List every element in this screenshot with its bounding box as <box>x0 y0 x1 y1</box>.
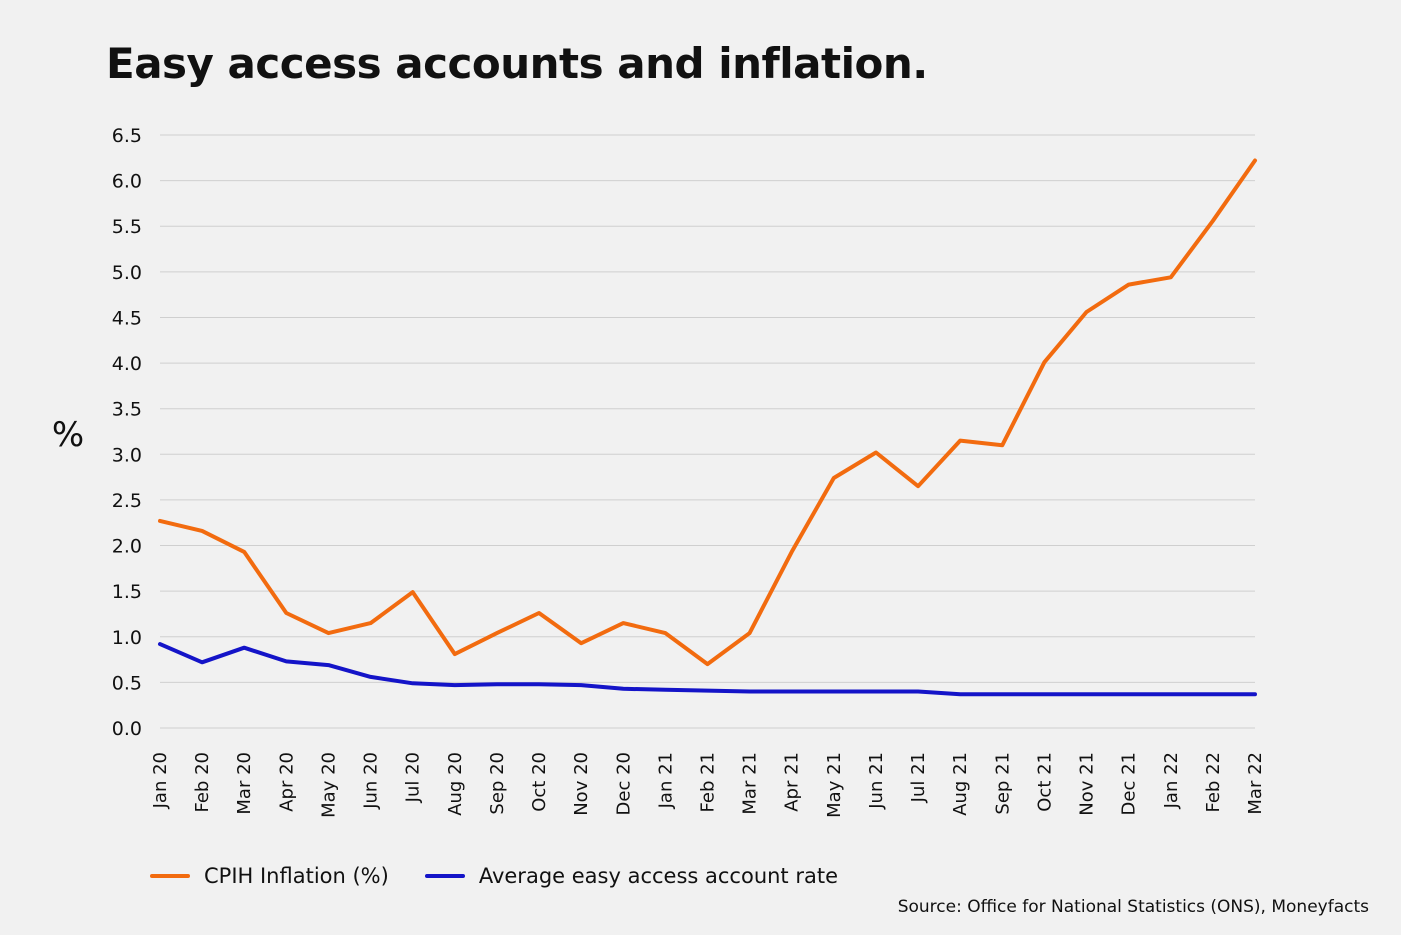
x-tick-label: Jan 21 <box>655 752 676 809</box>
series-line-cpih <box>158 158 1257 667</box>
series-lines <box>158 158 1257 697</box>
y-tick-label: 5.0 <box>112 262 142 284</box>
x-tick-label: Oct 21 <box>1034 752 1055 812</box>
legend-swatch-easy-access-rate <box>424 874 465 878</box>
y-tick-label: 4.0 <box>112 353 142 375</box>
x-tick-label: Sep 20 <box>487 752 508 815</box>
x-tick-label: Apr 20 <box>276 752 297 812</box>
y-tick-label: 0.0 <box>112 718 142 740</box>
legend-item-cpih: CPIH Inflation (%) <box>150 864 389 888</box>
x-tick-label: Dec 21 <box>1119 752 1140 815</box>
source-note: Source: Office for National Statistics (… <box>897 897 1369 917</box>
y-tick-label: 6.5 <box>112 125 142 147</box>
y-tick-label: 6.0 <box>112 171 142 193</box>
legend: CPIH Inflation (%) Average easy access a… <box>150 864 874 888</box>
chart-title: Easy access accounts and inflation. <box>106 39 928 88</box>
x-axis-ticks: Jan 20 Feb 20 Mar 20 Apr 20 May 20 Jun 20 Jul … <box>150 752 1266 818</box>
y-tick-label: 0.5 <box>112 672 142 694</box>
y-tick-label: 1.0 <box>112 627 142 649</box>
y-tick-label: 3.5 <box>112 399 142 421</box>
legend-item-easy-access-rate: Average easy access account rate <box>424 864 839 888</box>
x-tick-label: Jul 21 <box>908 752 929 803</box>
x-tick-label: Oct 20 <box>529 752 550 812</box>
y-tick-label: 1.5 <box>112 581 142 603</box>
y-tick-label: 3.0 <box>112 444 142 466</box>
legend-label-cpih: CPIH Inflation (%) <box>204 864 389 888</box>
x-tick-label: Mar 21 <box>740 752 761 815</box>
x-tick-label: Nov 21 <box>1077 752 1098 816</box>
x-tick-label: Jan 22 <box>1161 752 1182 809</box>
x-tick-label: May 20 <box>318 752 339 818</box>
x-tick-label: Sep 21 <box>992 752 1013 815</box>
y-axis-ticks: 0.0 0.5 1.0 1.5 2.0 2.5 3.0 3.5 4.0 4.5 5.0 5.5 6.0 6… <box>112 125 142 740</box>
y-tick-label: 2.0 <box>112 536 142 558</box>
x-tick-label: Feb 22 <box>1203 752 1224 813</box>
series-line-easy-access-rate <box>158 642 1257 697</box>
legend-swatch-cpih <box>150 874 190 878</box>
x-tick-label: Dec 20 <box>613 752 634 815</box>
x-tick-label: Jul 20 <box>403 752 424 803</box>
y-tick-label: 2.5 <box>112 490 142 512</box>
x-tick-label: Jun 21 <box>866 752 887 810</box>
x-tick-label: Jun 20 <box>361 752 382 810</box>
x-tick-label: Apr 21 <box>782 752 803 812</box>
x-tick-label: Nov 20 <box>571 752 592 816</box>
gridlines <box>160 134 1255 729</box>
y-axis-label: % <box>52 415 84 455</box>
y-tick-label: 5.5 <box>112 216 142 238</box>
x-tick-label: Jan 20 <box>150 752 171 809</box>
y-tick-label: 4.5 <box>112 307 142 329</box>
x-tick-label: Mar 22 <box>1245 752 1266 815</box>
x-tick-label: Mar 20 <box>234 752 255 815</box>
x-tick-label: Aug 20 <box>445 752 466 816</box>
x-tick-label: Feb 21 <box>698 752 719 813</box>
x-tick-label: Feb 20 <box>192 752 213 813</box>
x-tick-label: Aug 21 <box>950 752 971 816</box>
legend-label-easy-access-rate: Average easy access account rate <box>478 864 839 888</box>
x-tick-label: May 21 <box>824 752 845 818</box>
